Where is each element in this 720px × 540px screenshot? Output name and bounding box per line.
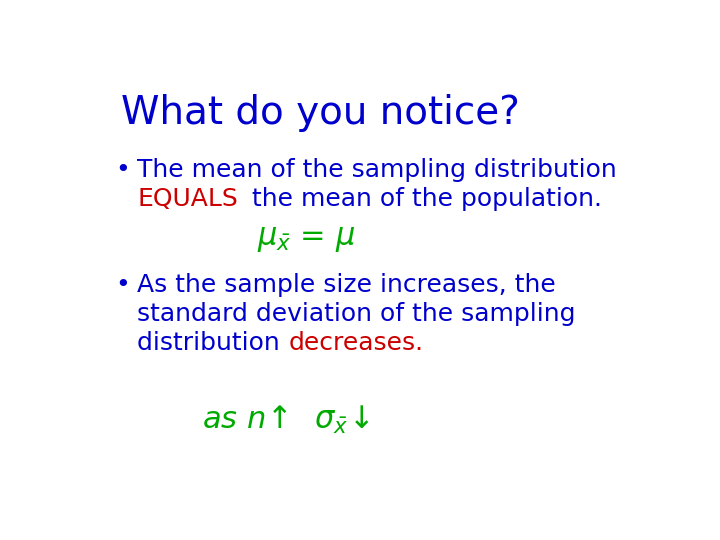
Text: distribution: distribution: [138, 331, 288, 355]
Text: $\mu_{\bar{x}}$ = $\mu$: $\mu_{\bar{x}}$ = $\mu$: [258, 225, 356, 254]
Text: •: •: [115, 273, 130, 296]
Text: as $n\!\uparrow\;\;\sigma_{\bar{x}}\!\downarrow$: as $n\!\uparrow\;\;\sigma_{\bar{x}}\!\do…: [202, 404, 369, 436]
Text: As the sample size increases, the: As the sample size increases, the: [138, 273, 556, 296]
Text: What do you notice?: What do you notice?: [121, 94, 520, 132]
Text: the mean of the population.: the mean of the population.: [244, 187, 602, 212]
Text: •: •: [115, 158, 130, 183]
Text: standard deviation of the sampling: standard deviation of the sampling: [138, 302, 576, 326]
Text: The mean of the sampling distribution: The mean of the sampling distribution: [138, 158, 617, 183]
Text: decreases.: decreases.: [288, 331, 423, 355]
Text: EQUALS: EQUALS: [138, 187, 238, 212]
